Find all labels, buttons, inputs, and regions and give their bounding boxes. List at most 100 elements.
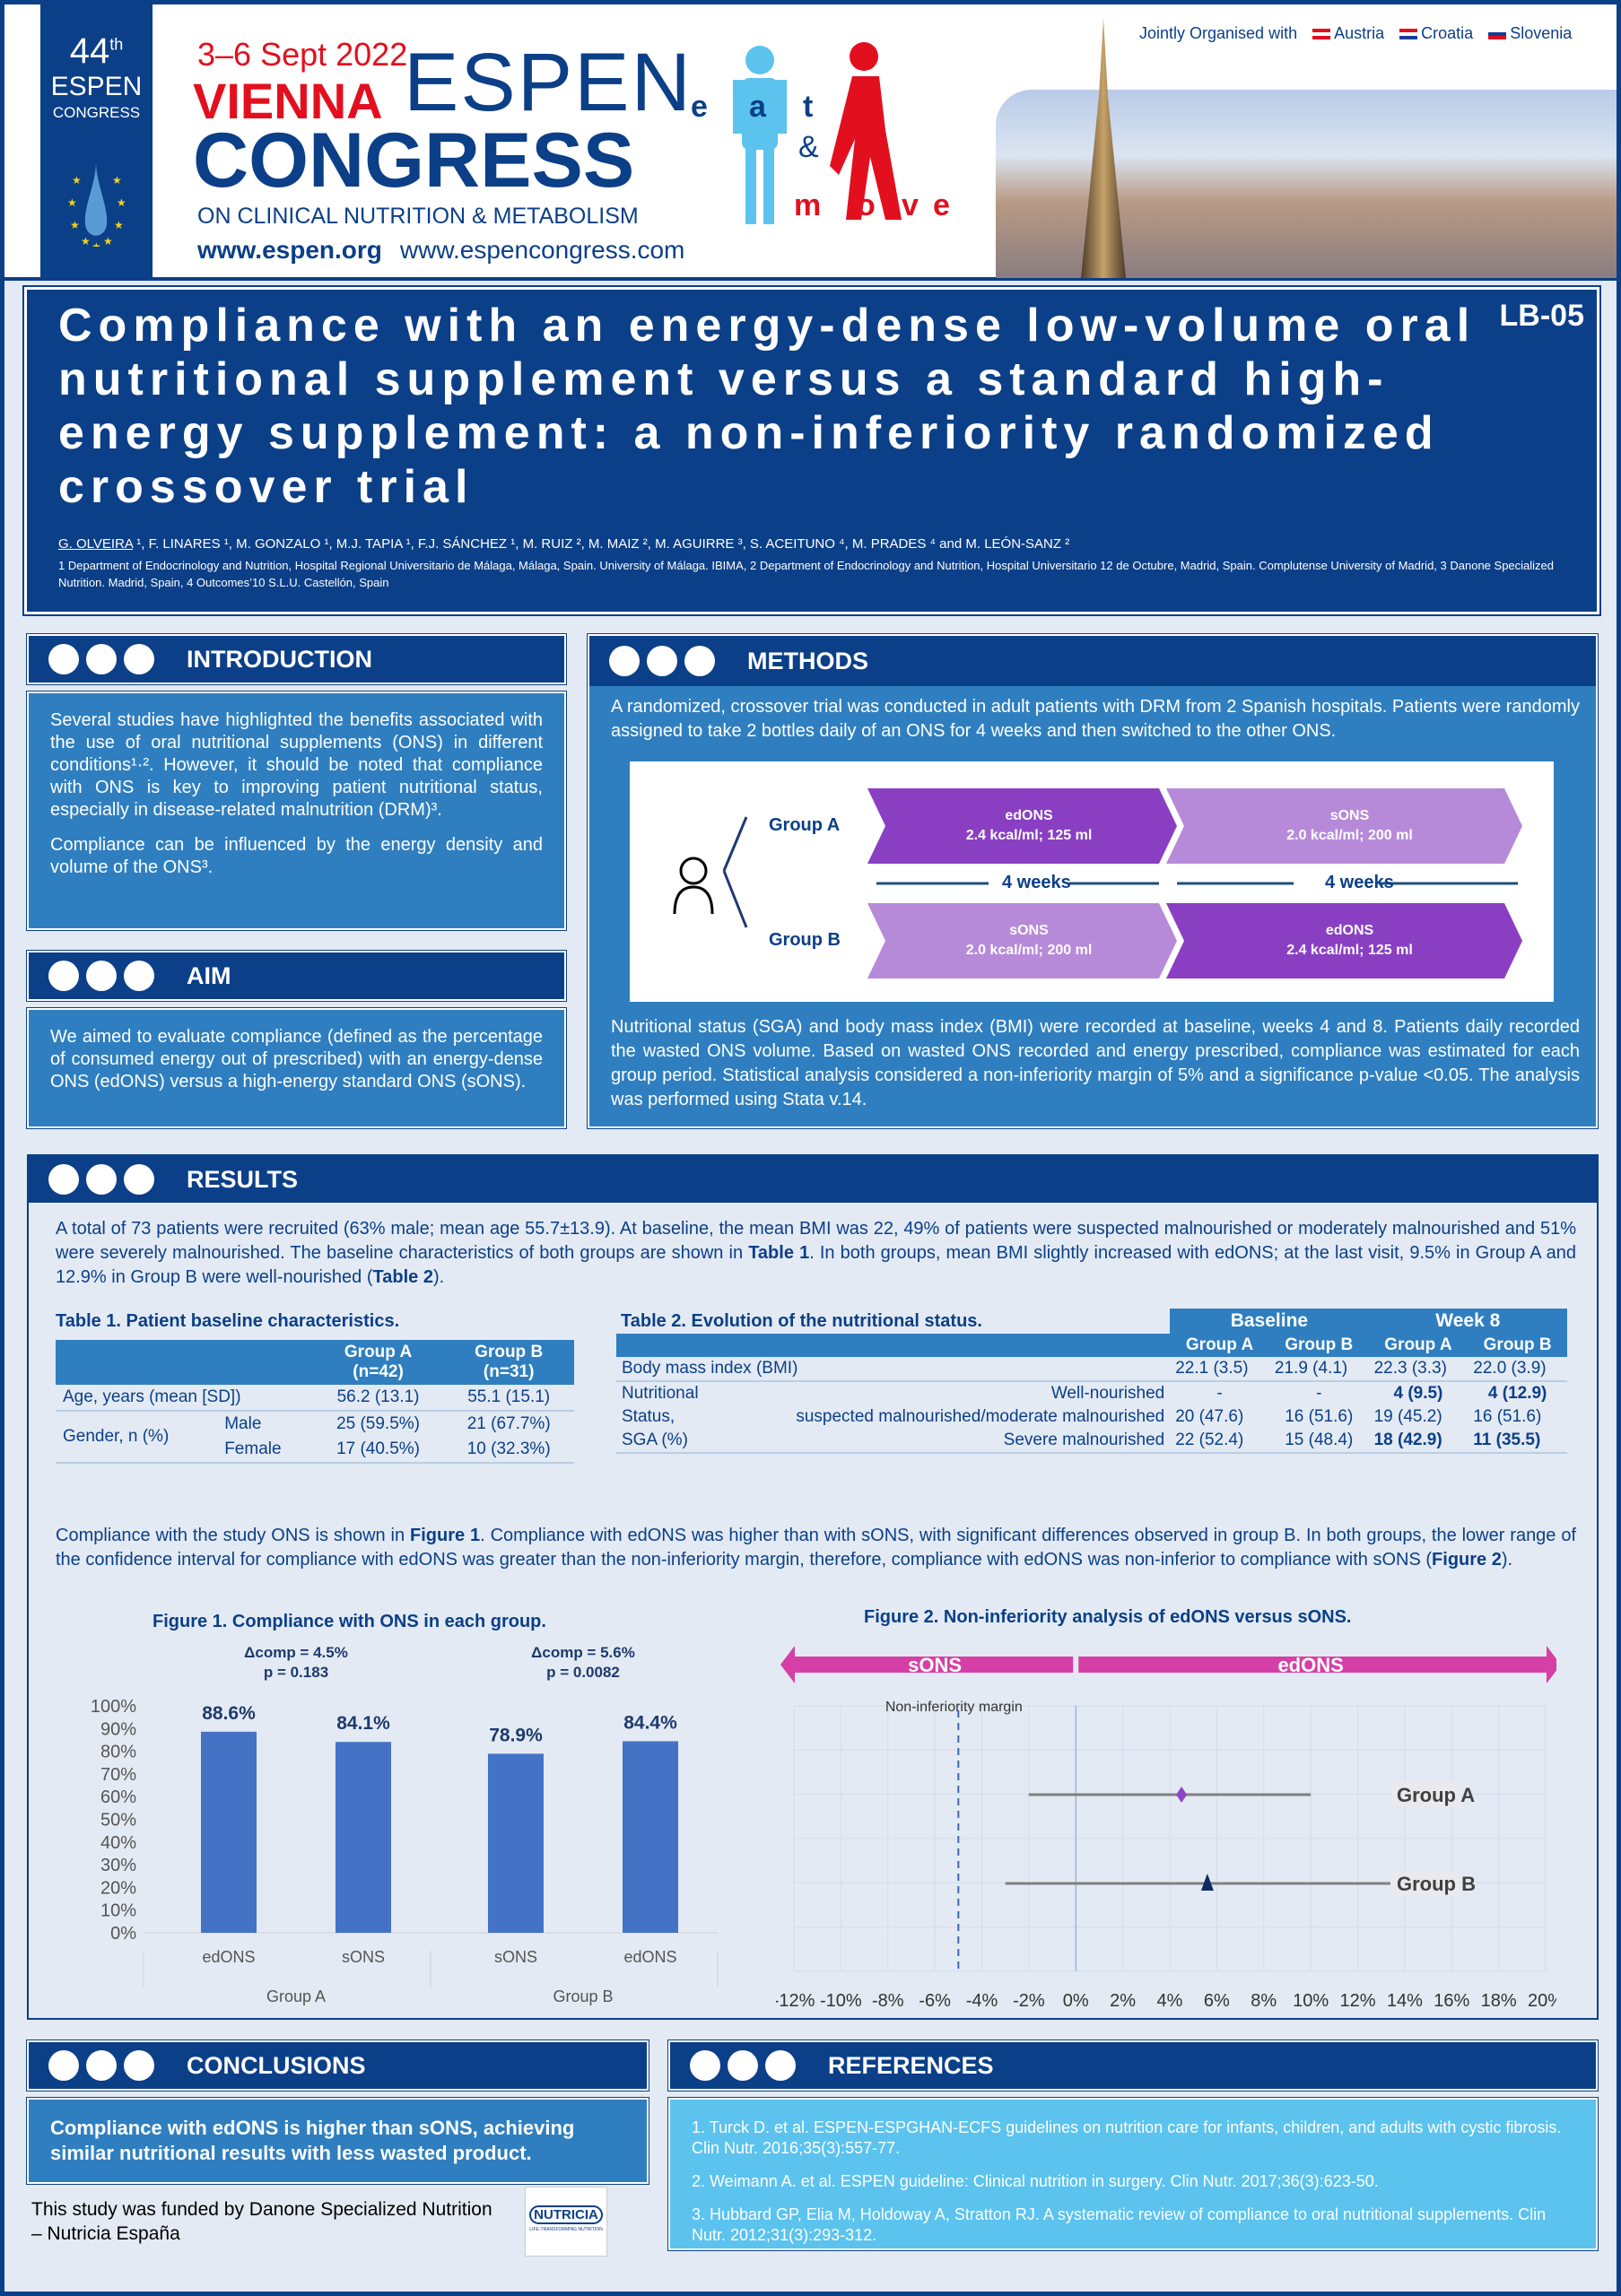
y-tick-label: 40%: [100, 1833, 136, 1853]
introduction-text-2: Compliance can be influenced by the ener…: [50, 835, 543, 877]
figure2-title: Figure 2. Non-inferiority analysis of ed…: [864, 1607, 1352, 1627]
table-row: Age, years (mean [SD]) 56.2 (13.1) 55.1 (1…: [56, 1385, 574, 1412]
y-tick-label: 50%: [100, 1811, 136, 1831]
co-authors: ¹, F. LINARES ¹, M. GONZALO ¹, M.J. TAPI…: [133, 536, 1070, 552]
reference-item: 3. Hubbard GP, Elia M, Holdoway A, Strat…: [692, 2205, 1547, 2244]
table1-title: Table 1. Patient baseline characteristic…: [56, 1311, 400, 1331]
table-row: Body mass index (BMI) 22.1 (3.5) 21.9 (4.1…: [616, 1357, 1567, 1381]
group-label-box: [1390, 1871, 1459, 1896]
y-tick-label: 20%: [100, 1878, 136, 1898]
country-croatia: Croatia: [1421, 24, 1474, 42]
figure1-bar-chart: 0% 10% 20% 30% 40%50% 60%70% 80% 90%100% 88.6% ed…: [91, 1644, 719, 2005]
crossover-arrows: [673, 788, 1522, 978]
svg-text:★: ★: [103, 235, 113, 247]
joint-organisers: Jointly Organised with Austria Croatia S…: [1139, 24, 1572, 43]
svg-text:e: e: [933, 188, 950, 222]
y-tick-label: 10%: [100, 1901, 136, 1921]
p-value-annotation: p = 0.0082: [546, 1664, 620, 1681]
y-tick-label: 90%: [100, 1719, 136, 1739]
y-tick-label: 30%: [100, 1856, 136, 1875]
x-tick-label: 8%: [1251, 1991, 1277, 2011]
edons-arrow-label: edONS: [1277, 1654, 1343, 1676]
espen-wordmark: ESPEN: [404, 37, 693, 128]
conclusions-text: Compliance with edONS is higher than sON…: [26, 2097, 649, 2185]
references-panel: REFERENCES 1. Turck D. et al. ESPEN-ESPG…: [667, 2039, 1599, 2251]
point-estimate-triangle: [1200, 1874, 1214, 1891]
title-block: Compliance with an energy-dense low-volu…: [22, 285, 1601, 616]
bar-value-label: 78.9%: [489, 1725, 543, 1745]
austria-flag-icon: [1312, 29, 1331, 40]
table-row: Female 17 (40.5%) 10 (32.3%): [56, 1437, 574, 1464]
section-dots-icon: [48, 961, 154, 991]
section-dots-icon: [609, 646, 715, 676]
country-austria: Austria: [1334, 24, 1385, 42]
svg-text:★: ★: [92, 240, 101, 247]
congress-wordmark: CONGRESS: [193, 117, 635, 204]
bar-value-label: 84.4%: [623, 1712, 677, 1733]
edition-number: 44: [69, 31, 110, 71]
y-tick-label: 80%: [100, 1743, 136, 1762]
x-tick-label: -2%: [1013, 1991, 1045, 2011]
congress-url-link[interactable]: www.espencongress.com: [399, 236, 685, 264]
bar: [201, 1731, 257, 1933]
methods-panel: METHODS A randomized, crossover trial wa…: [587, 633, 1599, 1129]
edition-suffix: th: [109, 35, 124, 54]
sons-arrow: [780, 1646, 1074, 1683]
x-tick-label: 18%: [1481, 1991, 1517, 2011]
introduction-text: Several studies have highlighted the ben…: [50, 710, 543, 820]
bar: [488, 1753, 544, 1933]
reference-item: 1. Turck D. et al. ESPEN-ESPGHAN-ECFS gu…: [692, 2118, 1562, 2157]
svg-text:e: e: [691, 90, 708, 124]
group-a-label: Group A: [769, 815, 841, 835]
jointly-label: Jointly Organised with: [1139, 24, 1298, 42]
svg-text:★: ★: [67, 196, 77, 209]
margin-label: Non-inferiority margin: [885, 1700, 1023, 1715]
svg-text:v: v: [902, 188, 919, 222]
category-label: edONS: [202, 1948, 255, 1966]
reference-item: 2. Weimann A. et al. ESPEN guideline: Cl…: [692, 2172, 1379, 2190]
svg-text:★: ★: [72, 174, 82, 187]
svg-text:a: a: [749, 90, 767, 124]
methods-text: A randomized, crossover trial was conduc…: [611, 697, 1580, 741]
sons-arrow-label: sONS: [908, 1654, 962, 1676]
nutricia-logo: NUTRICIA LIFE-TRANSFORMING NUTRITION: [525, 2187, 607, 2257]
aim-panel: AIM We aimed to evaluate compliance (def…: [26, 950, 567, 1129]
x-tick-label: 6%: [1204, 1991, 1230, 2011]
croatia-flag-icon: [1399, 29, 1418, 40]
x-tick-label: 16%: [1434, 1991, 1469, 2011]
category-label: sONS: [342, 1948, 385, 1966]
section-dots-icon: [48, 1164, 154, 1195]
x-tick-label: -4%: [966, 1991, 998, 2011]
funding-statement: This study was funded by Danone Speciali…: [31, 2199, 492, 2244]
x-tick-label: 14%: [1387, 1991, 1423, 2011]
bar: [336, 1742, 391, 1933]
espen-small: ESPEN: [50, 72, 143, 101]
results-panel: RESULTS A total of 73 patients were recr…: [27, 1154, 1599, 2020]
b2-edons: edONS 2.4 kcal/ml; 125 ml: [1286, 923, 1413, 958]
x-tick-label: -8%: [872, 1991, 904, 2011]
bar-value-label: 84.1%: [336, 1713, 390, 1734]
edons-arrow: [1078, 1646, 1556, 1683]
group-label: Group B: [553, 1987, 613, 2005]
aim-heading: AIM: [187, 961, 231, 989]
category-label: edONS: [623, 1948, 676, 1966]
svg-text:&: &: [798, 130, 819, 164]
bar-value-label: 88.6%: [202, 1703, 256, 1724]
series-label: Group B: [1397, 1873, 1476, 1895]
congress-small: CONGRESS: [52, 104, 141, 121]
period-1-weeks: 4 weeks: [1002, 873, 1071, 892]
slovenia-flag-icon: [1488, 29, 1507, 40]
x-tick-label: 10%: [1293, 1991, 1329, 2011]
congress-dates: 3–6 Sept 2022: [197, 36, 408, 73]
methods-text-2: Nutritional status (SGA) and body mass i…: [611, 1017, 1580, 1109]
authors: G. OLVEIRA ¹, F. LINARES ¹, M. GONZALO ¹…: [58, 536, 1069, 552]
section-dots-icon: [48, 2050, 154, 2081]
x-tick-label: -6%: [919, 1991, 951, 2011]
table-row: Nutritional Well-nourished - -4 (9.5) 4 (12.…: [622, 1384, 1547, 1403]
introduction-panel: INTRODUCTION Several studies have highli…: [26, 633, 567, 931]
poster-title: Compliance with an energy-dense low-volu…: [58, 300, 1477, 513]
y-tick-label: 60%: [100, 1787, 136, 1807]
y-tick-label: 70%: [100, 1765, 136, 1785]
svg-text:★: ★: [114, 219, 124, 231]
espen-url-link[interactable]: www.espen.org: [197, 236, 382, 264]
